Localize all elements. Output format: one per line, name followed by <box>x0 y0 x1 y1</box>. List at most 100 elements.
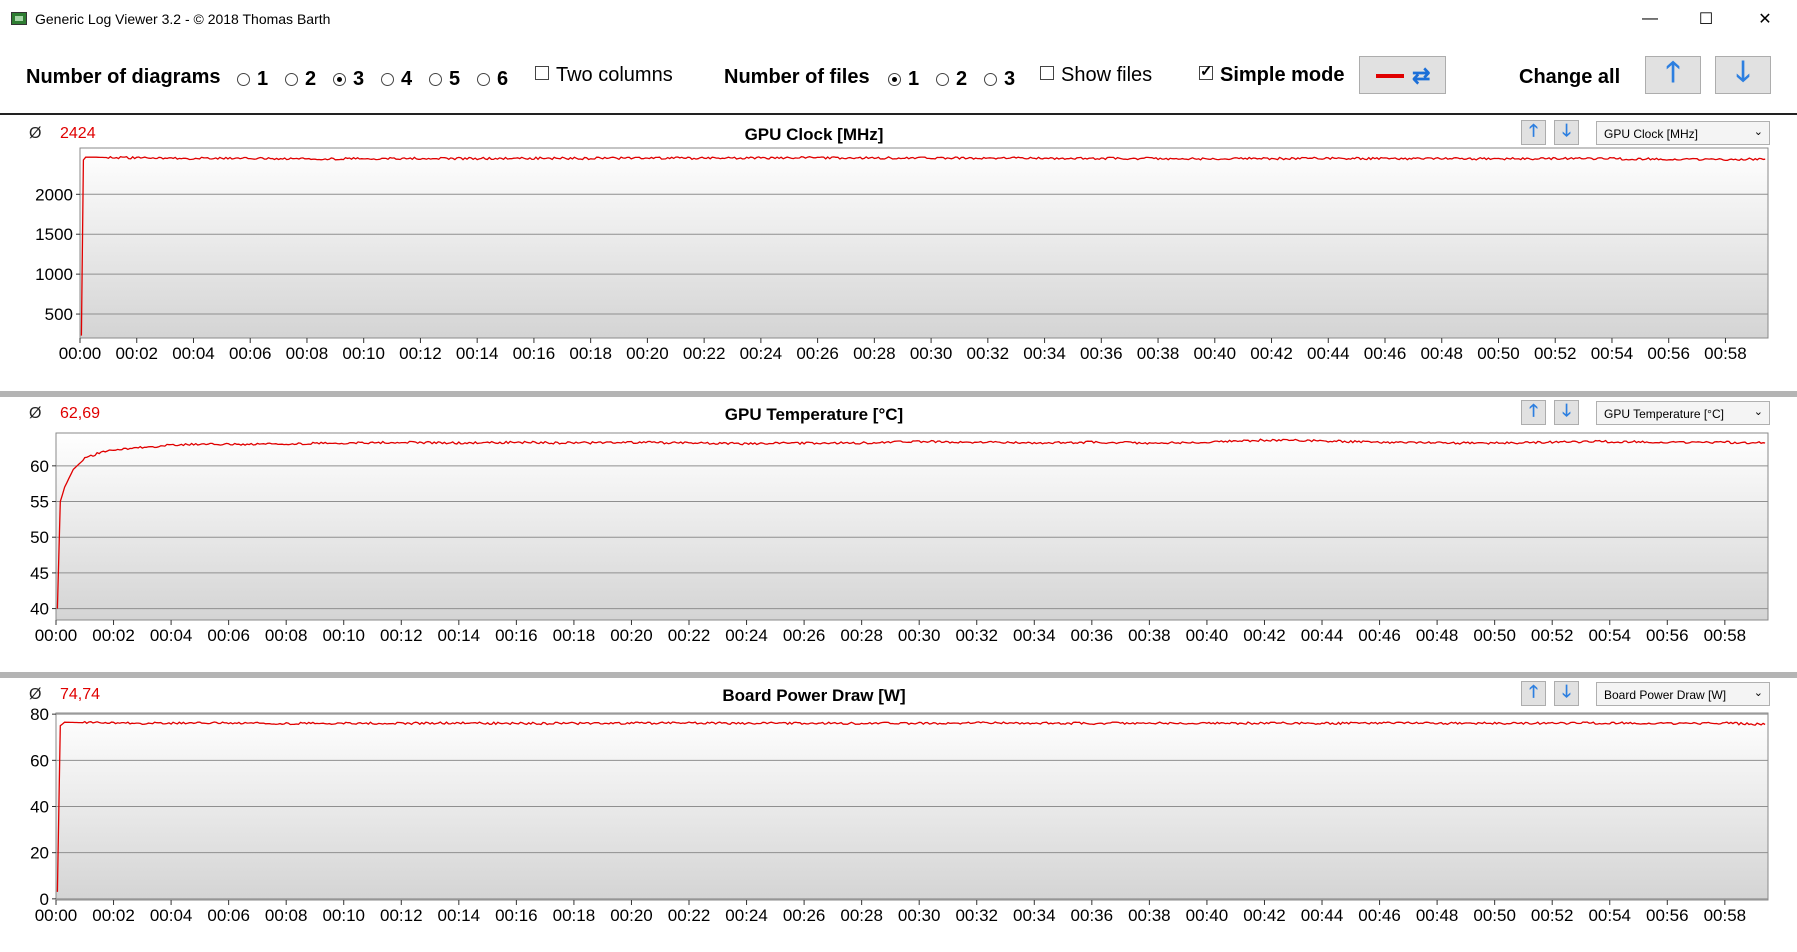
move-down-button[interactable]: 🡓 <box>1554 400 1579 425</box>
maximize-button[interactable]: ☐ <box>1698 11 1714 28</box>
x-tick-label: 00:32 <box>955 626 998 645</box>
x-tick-label: 00:50 <box>1473 626 1516 645</box>
title-bar: Generic Log Viewer 3.2 - © 2018 Thomas B… <box>0 0 1797 38</box>
x-tick-label: 00:26 <box>796 344 839 363</box>
move-up-button[interactable]: 🡑 <box>1521 681 1546 706</box>
x-tick-label: 00:54 <box>1588 626 1631 645</box>
x-tick-label: 00:18 <box>553 906 596 925</box>
x-tick-label: 00:38 <box>1137 344 1180 363</box>
x-tick-label: 00:46 <box>1358 626 1401 645</box>
diagrams-radio-4[interactable]: 4 <box>381 68 412 91</box>
move-down-button[interactable]: 🡓 <box>1554 681 1579 706</box>
x-tick-label: 00:40 <box>1186 906 1229 925</box>
x-tick-label: 00:54 <box>1588 906 1631 925</box>
channel-select[interactable]: GPU Clock [MHz] ⌄ <box>1596 121 1770 145</box>
x-tick-label: 00:52 <box>1534 344 1577 363</box>
x-tick-label: 00:30 <box>898 906 941 925</box>
x-tick-label: 00:00 <box>35 906 78 925</box>
diagram-panel-1: Ø 2424 GPU Clock [MHz] 🡑 🡓 GPU Clock [MH… <box>0 115 1797 391</box>
x-tick-label: 00:02 <box>92 906 135 925</box>
series-line <box>56 720 1766 892</box>
x-tick-label: 00:00 <box>59 344 102 363</box>
y-tick-label: 80 <box>30 705 49 724</box>
x-tick-label: 00:36 <box>1071 626 1114 645</box>
diagrams-radio-5[interactable]: 5 <box>429 68 460 91</box>
x-tick-label: 00:20 <box>626 344 669 363</box>
gpu-temperature-chart: 40 45 50 55 60 00:00 00:02 00:04 00:06 00:08 00:10… <box>30 432 1769 645</box>
x-tick-label: 00:06 <box>207 906 250 925</box>
y-tick-label: 40 <box>30 798 49 817</box>
move-up-button[interactable]: 🡑 <box>1521 400 1546 425</box>
y-tick-label: 40 <box>30 600 49 619</box>
plot-area <box>79 147 1769 339</box>
x-tick-label: 00:14 <box>438 906 481 925</box>
channel-select[interactable]: Board Power Draw [W] ⌄ <box>1596 682 1770 706</box>
diagrams-radio-6[interactable]: 6 <box>477 68 508 91</box>
diagrams-radio-2[interactable]: 2 <box>285 68 316 91</box>
show-files-checkbox[interactable]: Show files <box>1040 64 1152 87</box>
y-tick-label: 0 <box>40 890 49 909</box>
x-tick-label: 00:12 <box>380 906 423 925</box>
x-tick-label: 00:14 <box>456 344 499 363</box>
plot-area <box>55 432 1769 621</box>
average-symbol: Ø <box>29 686 42 703</box>
x-tick-label: 00:26 <box>783 626 826 645</box>
refresh-icon: ⇄ <box>1412 63 1431 88</box>
x-tick-label: 00:52 <box>1531 626 1574 645</box>
x-tick-label: 00:32 <box>967 344 1010 363</box>
x-tick-label: 00:42 <box>1243 906 1286 925</box>
two-columns-checkbox[interactable]: Two columns <box>535 64 673 87</box>
x-tick-label: 00:24 <box>725 906 768 925</box>
x-tick-label: 00:26 <box>783 906 826 925</box>
x-tick-label: 00:28 <box>840 626 883 645</box>
line-color-refresh-button[interactable]: ⇄ <box>1359 56 1446 94</box>
x-tick-label: 00:38 <box>1128 906 1171 925</box>
y-tick-label: 45 <box>30 564 49 583</box>
move-down-button[interactable]: 🡓 <box>1554 120 1579 145</box>
diagrams-radio-1[interactable]: 1 <box>237 68 268 91</box>
x-tick-label: 00:50 <box>1473 906 1516 925</box>
x-tick-label: 00:14 <box>438 626 481 645</box>
change-all-up-button[interactable]: 🡑 <box>1645 56 1701 94</box>
y-tick-label: 2000 <box>35 185 73 204</box>
x-tick-label: 00:42 <box>1243 626 1286 645</box>
x-tick-label: 00:08 <box>286 344 329 363</box>
x-tick-label: 00:34 <box>1023 344 1066 363</box>
x-tick-label: 00:08 <box>265 626 308 645</box>
files-radio-1[interactable]: 1 <box>888 68 919 91</box>
average-value: 74,74 <box>60 686 101 703</box>
x-tick-label: 00:58 <box>1704 626 1747 645</box>
x-tick-label: 00:48 <box>1416 906 1459 925</box>
x-tick-label: 00:16 <box>513 344 556 363</box>
arrow-up-icon: 🡑 <box>1665 56 1681 87</box>
diagram-panel-3: Ø 74,74 Board Power Draw [W] 🡑 🡓 Board P… <box>0 678 1797 952</box>
channel-select[interactable]: GPU Temperature [°C] ⌄ <box>1596 401 1770 425</box>
number-of-diagrams-label: Number of diagrams <box>26 66 221 88</box>
y-tick-label: 60 <box>30 751 49 770</box>
minimize-button[interactable]: — <box>1642 10 1658 27</box>
simple-mode-checkbox[interactable]: Simple mode <box>1199 62 1344 87</box>
x-tick-label: 00:40 <box>1194 344 1237 363</box>
x-tick-label: 00:30 <box>910 344 953 363</box>
x-tick-label: 00:22 <box>668 906 711 925</box>
move-up-button[interactable]: 🡑 <box>1521 120 1546 145</box>
close-button[interactable]: ✕ <box>1758 11 1772 28</box>
y-tick-label: 1000 <box>35 265 73 284</box>
average-symbol: Ø <box>29 125 42 142</box>
chevron-down-icon: ⌄ <box>1753 406 1763 418</box>
chevron-down-icon: ⌄ <box>1753 687 1763 699</box>
x-tick-label: 00:46 <box>1364 344 1407 363</box>
change-all-label: Change all <box>1519 66 1621 88</box>
x-tick-label: 00:46 <box>1358 906 1401 925</box>
files-radio-2[interactable]: 2 <box>936 68 967 91</box>
x-tick-label: 00:18 <box>553 626 596 645</box>
x-tick-label: 00:42 <box>1250 344 1293 363</box>
x-tick-label: 00:48 <box>1416 626 1459 645</box>
average-value: 2424 <box>60 125 96 142</box>
arrow-down-icon: 🡓 <box>1562 682 1571 701</box>
diagrams-radio-3[interactable]: 3 <box>333 68 364 91</box>
change-all-down-button[interactable]: 🡓 <box>1715 56 1771 94</box>
x-tick-label: 00:22 <box>683 344 726 363</box>
files-radio-3[interactable]: 3 <box>984 68 1015 91</box>
panel-separator <box>0 391 1797 397</box>
